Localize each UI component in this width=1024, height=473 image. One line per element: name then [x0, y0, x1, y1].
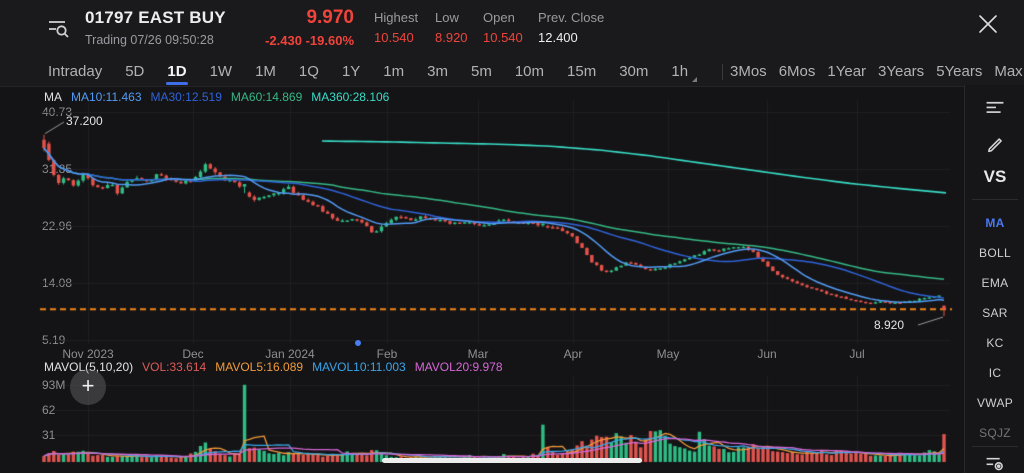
- close-icon[interactable]: [974, 10, 1002, 38]
- home-indicator[interactable]: [382, 458, 642, 463]
- high-price-annotation: 37.200: [66, 114, 103, 128]
- zoom-plus-button[interactable]: +: [70, 369, 106, 405]
- date-tick-label: Mar: [467, 347, 489, 361]
- legend-item: MAVOL5:16.089: [215, 360, 304, 374]
- low-price-annotation: 8.920: [874, 318, 905, 332]
- date-tick-label: Dec: [182, 347, 204, 361]
- legend-title: MAVOL(5,10,20): [44, 360, 134, 374]
- date-tick-label: May: [656, 347, 680, 361]
- legend-item: MAVOL10:11.003: [312, 360, 406, 374]
- legend-item: MA10:11.463: [71, 90, 142, 104]
- volume-tick-label: 93M: [42, 378, 66, 392]
- date-tick-label: Jun: [757, 347, 777, 361]
- legend-title: MA: [44, 90, 62, 104]
- date-tick-label: Jan 2024: [265, 347, 315, 361]
- event-marker-dot[interactable]: [355, 340, 361, 346]
- date-tick-label: Jul: [849, 347, 865, 361]
- volume-tick-label: 62: [42, 403, 56, 417]
- ma-legend: MA MA10:11.463 MA30:12.519 MA60:14.869 MA360…: [44, 90, 398, 104]
- date-tick-label: Apr: [563, 347, 583, 361]
- legend-item: MA60:14.869: [230, 90, 303, 104]
- legend-item: MA30:12.519: [150, 90, 222, 104]
- date-tick-label: Nov 2023: [62, 347, 114, 361]
- date-tick-label: Feb: [376, 347, 398, 361]
- volume-tick-label: 31: [42, 428, 56, 442]
- mavol-legend: MAVOL(5,10,20) VOL:33.614 MAVOL5:16.089 MAV…: [44, 360, 512, 374]
- legend-item: VOL:33.614: [142, 360, 207, 374]
- legend-item: MAVOL20:9.978: [414, 360, 503, 374]
- legend-item: MA360:28.106: [311, 90, 390, 104]
